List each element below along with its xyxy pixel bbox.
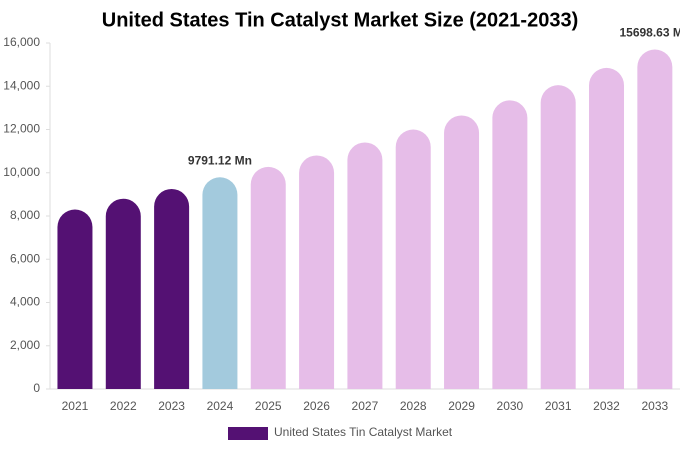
x-tick-label: 2027 <box>352 399 379 413</box>
y-tick-label: 0 <box>33 381 40 395</box>
y-tick-label: 16,000 <box>3 35 40 49</box>
y-tick-label: 8,000 <box>10 208 40 222</box>
x-tick-label: 2025 <box>255 399 282 413</box>
bar <box>444 115 480 389</box>
x-tick-label: 2032 <box>593 399 620 413</box>
y-tick-label: 4,000 <box>10 295 40 309</box>
x-tick-label: 2029 <box>448 399 475 413</box>
y-tick-label: 2,000 <box>10 338 40 352</box>
bar <box>589 67 625 390</box>
y-tick-label: 12,000 <box>3 122 40 136</box>
x-tick-label: 2028 <box>400 399 427 413</box>
bar <box>250 166 286 389</box>
chart-title: United States Tin Catalyst Market Size (… <box>102 9 578 31</box>
x-tick-label: 2030 <box>497 399 524 413</box>
bar <box>347 142 383 389</box>
x-tick-label: 2033 <box>641 399 668 413</box>
bar <box>540 85 576 389</box>
x-tick-label: 2024 <box>207 399 234 413</box>
bar <box>154 188 190 389</box>
bar <box>299 155 335 389</box>
value-label: 15698.63 Mn <box>619 26 680 40</box>
x-tick-label: 2023 <box>158 399 185 413</box>
bar <box>395 129 431 389</box>
x-tick-label: 2031 <box>545 399 572 413</box>
bar <box>105 198 141 389</box>
y-tick-label: 6,000 <box>10 251 40 265</box>
legend-label: United States Tin Catalyst Market <box>274 425 453 439</box>
bar <box>57 209 93 389</box>
bar <box>492 100 528 389</box>
value-label: 9791.12 Mn <box>188 153 252 167</box>
bar <box>637 49 673 390</box>
y-tick-label: 10,000 <box>3 165 40 179</box>
bar <box>202 177 238 389</box>
legend-swatch <box>228 427 268 440</box>
x-tick-label: 2026 <box>303 399 330 413</box>
x-tick-label: 2022 <box>110 399 137 413</box>
x-tick-label: 2021 <box>62 399 89 413</box>
y-tick-label: 14,000 <box>3 78 40 92</box>
